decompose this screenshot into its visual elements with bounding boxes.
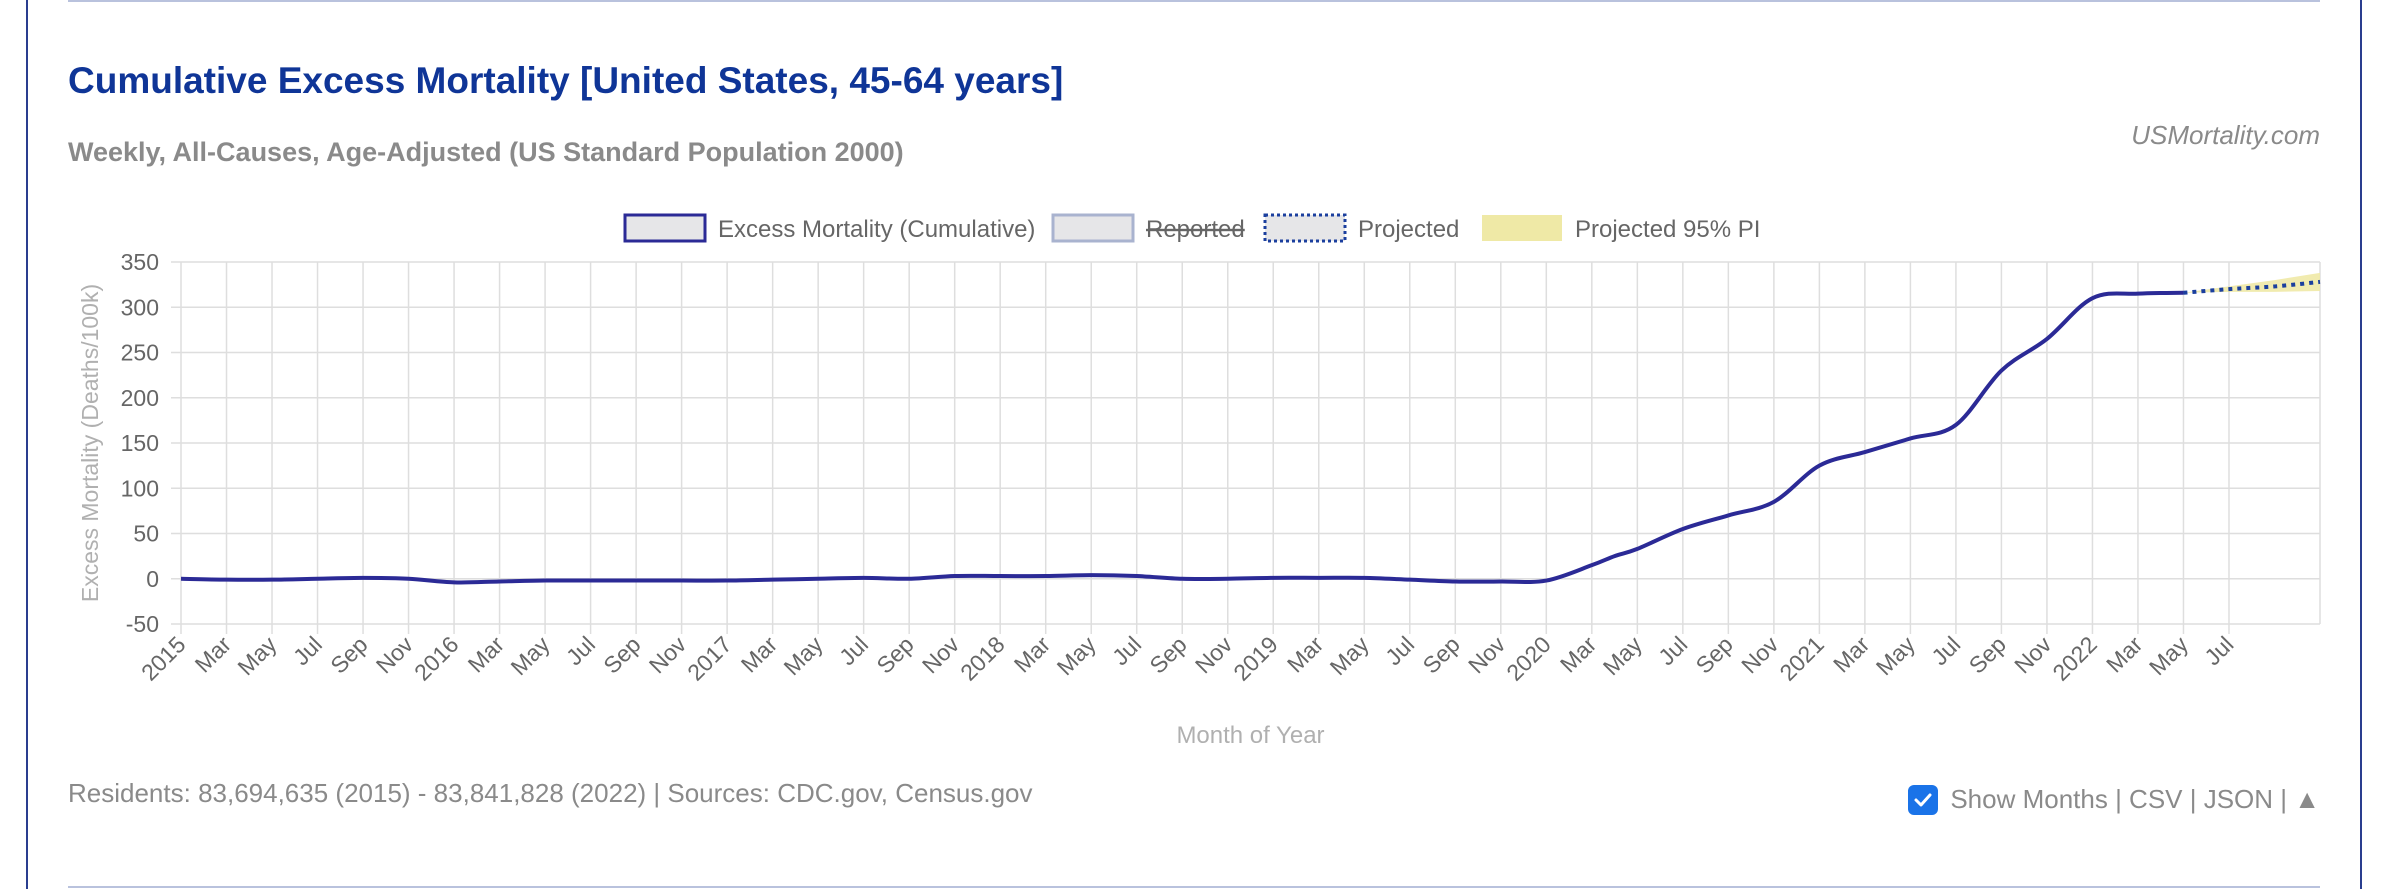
x-tick-label: 2016 (409, 631, 464, 686)
x-tick-label: Jul (834, 631, 873, 670)
x-tick-label: Nov (917, 631, 965, 679)
x-tick-label: 2021 (1774, 631, 1829, 686)
x-tick-label: Nov (1463, 631, 1511, 679)
y-tick-label: 150 (121, 430, 159, 456)
x-tick-label: Mar (1009, 631, 1056, 678)
x-tick-label: May (232, 631, 281, 680)
legend-label: Projected 95% PI (1575, 216, 1760, 243)
legend-item[interactable]: Projected (1263, 213, 1459, 243)
csv-link[interactable]: CSV (2129, 784, 2183, 814)
x-tick-label: 2020 (1501, 631, 1556, 686)
x-tick-label: 2015 (136, 631, 191, 686)
x-tick-label: May (1325, 631, 1374, 680)
y-tick-label: 350 (121, 249, 159, 275)
legend-item[interactable]: Projected 95% PI (1482, 215, 1760, 243)
x-tick-label: Jul (1107, 631, 1146, 670)
x-tick-label: Mar (1828, 631, 1875, 678)
projected-pi-band (2183, 272, 2320, 293)
legend-label: Reported (1146, 216, 1245, 243)
bottom-divider (68, 886, 2320, 888)
x-tick-label: Mar (1282, 631, 1329, 678)
x-tick-label: 2017 (682, 631, 737, 686)
x-tick-label: Sep (1144, 631, 1191, 678)
separator: | (2107, 784, 2130, 814)
footer-controls: Show Months | CSV | JSON | ▲ (1908, 784, 2320, 815)
legend-swatch-solid (623, 213, 707, 243)
show-months-checkbox[interactable] (1908, 784, 1939, 815)
x-tick-label: Nov (371, 631, 419, 679)
x-tick-label: Nov (1736, 631, 1784, 679)
legend-label: Projected (1358, 216, 1459, 243)
checkmark-icon (1914, 793, 1932, 806)
x-tick-label: May (2144, 631, 2193, 680)
x-axis-title: Month of Year (1176, 722, 1324, 749)
top-divider (68, 0, 2320, 2)
legend-swatch-dotted (1263, 213, 1347, 243)
chart-title: Cumulative Excess Mortality [United Stat… (68, 60, 1064, 101)
x-tick-label: Nov (2009, 631, 2057, 679)
x-tick-label: Sep (598, 631, 645, 678)
x-tick-label: Sep (871, 631, 918, 678)
x-tick-label: Sep (1418, 631, 1465, 678)
json-link[interactable]: JSON (2203, 784, 2274, 814)
scroll-up-button[interactable]: ▲ (2294, 784, 2320, 814)
x-tick-label: May (779, 631, 828, 680)
x-tick-label: Jul (1653, 631, 1692, 670)
x-tick-label: Mar (190, 631, 237, 678)
y-tick-label: 100 (121, 475, 159, 501)
x-tick-label: Jul (1380, 631, 1419, 670)
legend-label: Excess Mortality (Cumulative) (718, 216, 1035, 243)
x-tick-label: May (506, 631, 555, 680)
sources-footer: Residents: 83,694,635 (2015) - 83,841,82… (68, 778, 1033, 808)
x-tick-label: Jul (561, 631, 600, 670)
x-tick-label: Mar (463, 631, 510, 678)
y-tick-label: 50 (133, 521, 159, 547)
x-tick-label: Sep (1964, 631, 2011, 678)
x-tick-label: May (1871, 631, 1920, 680)
show-months-label[interactable]: Show Months (1950, 784, 2108, 814)
x-tick-label: Sep (1691, 631, 1738, 678)
series-line-projected (2183, 279, 2321, 295)
legend-swatch-band (1482, 215, 1562, 241)
separator: | (2182, 784, 2204, 814)
x-tick-label: 2018 (955, 631, 1010, 686)
x-tick-label: May (1052, 631, 1101, 680)
series-line-excess-mortality (180, 290, 2184, 585)
x-tick-label: 2022 (2047, 631, 2102, 686)
y-tick-label: -50 (126, 611, 159, 637)
chart-card (26, 0, 2362, 889)
x-tick-label: May (1598, 631, 1647, 680)
y-axis-title: Excess Mortality (Deaths/100k) (77, 284, 103, 602)
x-tick-label: Mar (736, 631, 783, 678)
x-tick-label: Sep (325, 631, 372, 678)
y-tick-label: 300 (121, 294, 159, 320)
x-tick-label: Jul (2199, 631, 2238, 670)
y-tick-label: 200 (121, 385, 159, 411)
x-tick-label: 2019 (1228, 631, 1283, 686)
x-tick-label: Mar (1555, 631, 1602, 678)
x-tick-label: Nov (644, 631, 692, 679)
legend-item[interactable]: Reported (1051, 213, 1245, 243)
legend-item[interactable]: Excess Mortality (Cumulative) (623, 213, 1035, 243)
brand-watermark: USMortality.com (2131, 120, 2320, 150)
x-tick-label: Nov (1190, 631, 1238, 679)
legend-swatch-reported (1051, 213, 1135, 243)
separator: | (2273, 784, 2295, 814)
y-tick-label: 250 (121, 340, 159, 366)
x-tick-label: Jul (288, 631, 327, 670)
x-tick-label: Mar (2101, 631, 2148, 678)
chart-subtitle: Weekly, All-Causes, Age-Adjusted (US Sta… (68, 137, 904, 167)
x-tick-label: Jul (1926, 631, 1965, 670)
y-tick-label: 0 (146, 566, 159, 592)
